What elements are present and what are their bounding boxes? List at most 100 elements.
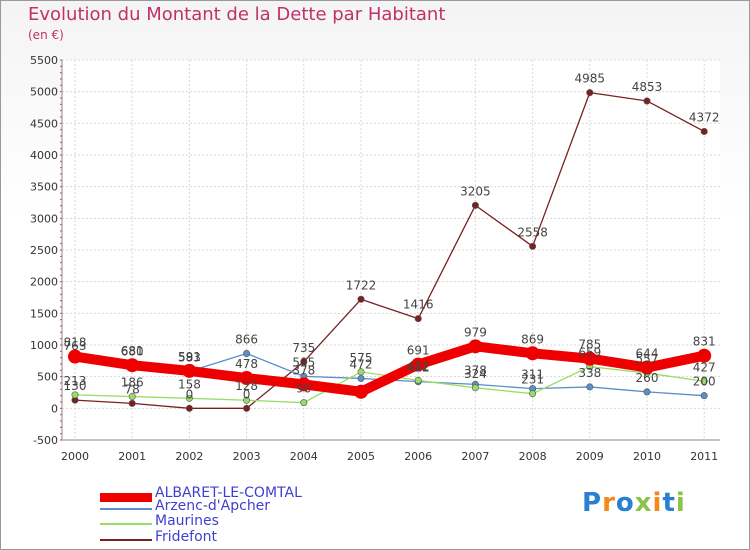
data-point xyxy=(700,127,708,135)
data-point xyxy=(71,391,79,399)
data-label: 378 xyxy=(464,363,487,377)
y-tick-label: 2500 xyxy=(30,244,58,257)
y-tick-label: 2000 xyxy=(30,276,58,289)
data-label: 4853 xyxy=(632,80,663,94)
data-point xyxy=(300,399,308,407)
chart-title: Evolution du Montant de la Dette par Hab… xyxy=(28,4,446,25)
data-label: 4372 xyxy=(689,110,720,124)
data-label: 979 xyxy=(464,325,487,339)
data-label: 311 xyxy=(521,368,544,382)
x-tick-label: 2001 xyxy=(118,450,146,463)
data-label: 200 xyxy=(693,375,716,389)
data-label: 186 xyxy=(121,376,144,390)
data-point xyxy=(243,396,251,404)
x-tick-label: 2008 xyxy=(519,450,547,463)
data-label: 422 xyxy=(407,361,430,375)
data-label: 338 xyxy=(578,366,601,380)
data-label: 442 xyxy=(407,359,430,373)
legend-label: Arzenc-d'Apcher xyxy=(155,498,271,514)
legend-swatch xyxy=(100,493,152,502)
data-point xyxy=(414,376,422,384)
data-point xyxy=(357,295,365,303)
data-point xyxy=(300,358,308,366)
data-label: 659 xyxy=(578,346,601,360)
x-tick-label: 2000 xyxy=(61,450,89,463)
data-label: 90 xyxy=(296,382,311,396)
x-tick-label: 2007 xyxy=(461,450,489,463)
data-label: 557 xyxy=(636,352,659,366)
data-point xyxy=(468,339,483,354)
data-point xyxy=(128,393,136,401)
data-label: 472 xyxy=(350,357,373,371)
data-label: 869 xyxy=(521,332,544,346)
y-tick-label: 1000 xyxy=(30,339,58,352)
data-point xyxy=(640,360,654,375)
data-label: 128 xyxy=(235,379,258,393)
data-point xyxy=(128,399,136,407)
data-point xyxy=(296,377,311,392)
data-point xyxy=(582,351,597,366)
x-tick-label: 2006 xyxy=(404,450,432,463)
legend-swatch xyxy=(100,523,152,525)
data-label: 0 xyxy=(186,387,194,401)
x-tick-label: 2010 xyxy=(633,450,661,463)
x-tick-label: 2002 xyxy=(175,450,203,463)
data-label: 3205 xyxy=(460,184,491,198)
legend-swatch xyxy=(100,539,152,541)
data-label: 644 xyxy=(636,347,659,361)
data-point xyxy=(525,346,540,361)
data-label: 378 xyxy=(292,363,315,377)
data-point xyxy=(411,357,426,372)
series-line-fridefont xyxy=(74,91,705,409)
data-point xyxy=(357,368,365,376)
data-label: 866 xyxy=(235,332,258,346)
data-label: 78 xyxy=(125,382,140,396)
data-label: 427 xyxy=(693,360,716,374)
data-point xyxy=(700,392,708,400)
y-tick-label: -500 xyxy=(33,434,58,447)
data-point xyxy=(243,404,251,412)
data-label: 1722 xyxy=(346,278,377,292)
data-label: 575 xyxy=(350,351,373,365)
data-point xyxy=(239,371,254,386)
data-label: 591 xyxy=(178,350,201,364)
y-tick-label: 3500 xyxy=(30,181,58,194)
y-tick-label: 5000 xyxy=(30,86,58,99)
data-point xyxy=(529,242,537,250)
data-point xyxy=(643,97,651,105)
x-tick-label: 2011 xyxy=(690,450,718,463)
legend-label: ALBARET-LE-COMTAL xyxy=(155,485,302,501)
proxiti-logo: Proxiti xyxy=(582,488,686,518)
y-tick-label: 1500 xyxy=(30,307,58,320)
data-label: 583 xyxy=(178,350,201,364)
y-tick-label: 0 xyxy=(51,402,58,415)
data-label: 831 xyxy=(693,335,716,349)
data-point xyxy=(354,384,368,399)
y-tick-label: 3000 xyxy=(30,212,58,225)
data-label: 0 xyxy=(243,387,251,401)
data-label: 478 xyxy=(235,357,258,371)
data-point xyxy=(697,348,712,363)
data-label: 681 xyxy=(121,344,144,358)
data-point xyxy=(185,404,193,412)
data-label: 231 xyxy=(521,373,544,387)
data-label: 213 xyxy=(64,374,87,388)
data-point xyxy=(414,315,422,323)
data-label: 4985 xyxy=(575,72,606,86)
data-point xyxy=(643,388,651,396)
data-label: 1416 xyxy=(403,298,434,312)
data-point xyxy=(185,394,193,402)
y-tick-label: 4000 xyxy=(30,149,58,162)
data-label: 260 xyxy=(636,371,659,385)
data-point xyxy=(471,384,479,392)
data-label: 130 xyxy=(64,379,87,393)
x-tick-label: 2009 xyxy=(576,450,604,463)
data-point xyxy=(125,358,140,373)
legend-label: Maurines xyxy=(155,513,219,529)
legend-label: Fridefont xyxy=(155,529,218,545)
data-point xyxy=(586,383,594,391)
data-point xyxy=(529,390,537,398)
data-point xyxy=(586,89,594,97)
series-line-albaret-le-comtal xyxy=(70,341,710,397)
